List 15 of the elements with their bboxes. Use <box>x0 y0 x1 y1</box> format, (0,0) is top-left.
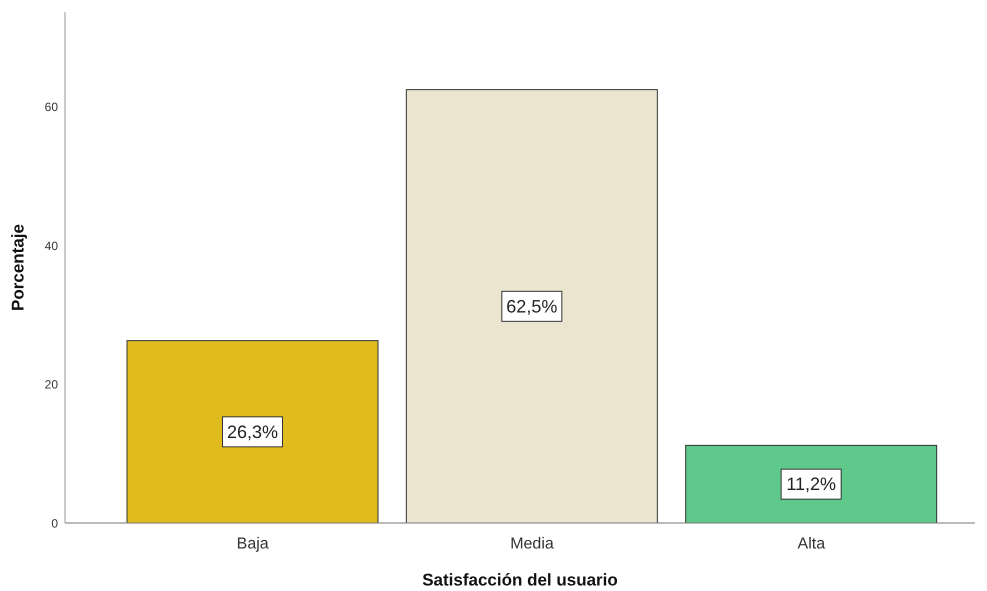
x-tick-label: Baja <box>236 535 269 552</box>
y-tick-label: 20 <box>44 378 58 392</box>
y-tick-label: 40 <box>44 238 58 253</box>
y-tick-label: 0 <box>51 516 58 530</box>
data-label: 11,2% <box>786 474 836 494</box>
data-label: 62,5% <box>506 296 558 316</box>
x-axis-title: Satisfacción del usuario <box>422 570 618 590</box>
x-tick-label: Media <box>510 535 554 552</box>
bar <box>685 444 938 523</box>
y-axis-title: Porcentaje <box>8 224 28 311</box>
x-tick-label: Alta <box>798 535 826 552</box>
bar <box>126 340 378 523</box>
bar <box>406 89 658 523</box>
y-tick-label: 60 <box>44 100 58 114</box>
data-label: 26,3% <box>226 422 278 442</box>
